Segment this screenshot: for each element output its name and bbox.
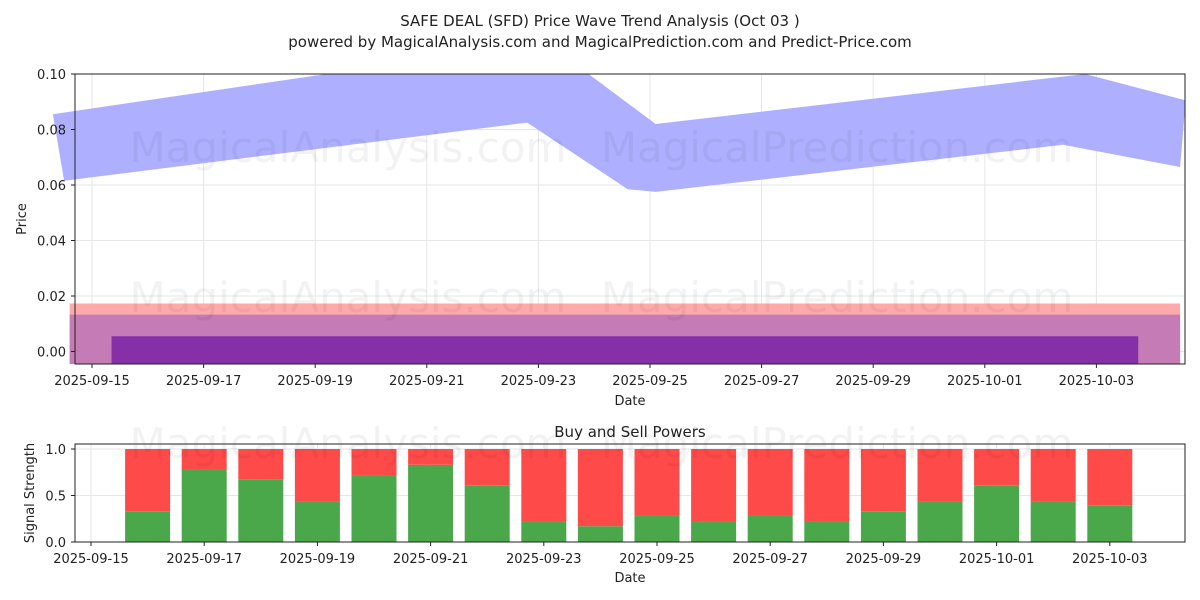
buy-bar xyxy=(521,521,567,542)
sell-bar xyxy=(125,449,171,512)
top-x-tick-label: 2025-09-19 xyxy=(277,374,353,389)
sell-bar xyxy=(181,449,227,470)
buy-bar xyxy=(917,501,963,542)
top-y-tick-label: 0.00 xyxy=(37,346,66,361)
bottom-plot-frame xyxy=(74,443,1186,543)
buy-bar xyxy=(294,501,340,542)
top-x-tick-label: 2025-09-29 xyxy=(835,374,911,389)
band-purple xyxy=(111,336,1139,364)
top-x-tick-label: 2025-09-15 xyxy=(54,374,130,389)
top-y-tick-label: 0.06 xyxy=(37,179,66,194)
top-x-tick-label: 2025-09-21 xyxy=(389,374,465,389)
buy-bar xyxy=(464,485,510,542)
bottom-x-axis-label: Date xyxy=(614,571,645,586)
bottom-x-tick-label: 2025-09-15 xyxy=(53,552,129,567)
sell-bar xyxy=(464,449,510,486)
chart-title: SAFE DEAL (SFD) Price Wave Trend Analysi… xyxy=(400,12,799,30)
buy-bar xyxy=(634,515,680,542)
sell-bar xyxy=(351,449,397,476)
watermark-text: MagicalPrediction.com xyxy=(601,273,1074,322)
top-x-axis-label: Date xyxy=(614,394,645,409)
top-y-tick-label: 0.02 xyxy=(37,290,66,305)
bottom-x-tick-label: 2025-09-25 xyxy=(619,552,695,567)
top-x-tick-label: 2025-09-25 xyxy=(612,374,688,389)
watermark-text: MagicalPrediction.com xyxy=(601,123,1074,172)
bottom-y-axis-label: Signal Strength xyxy=(23,443,38,543)
bottom-x-tick-label: 2025-09-17 xyxy=(166,552,242,567)
bottom-x-tick-label: 2025-09-29 xyxy=(846,552,922,567)
bottom-chart-title: Buy and Sell Powers xyxy=(554,423,706,441)
bottom-x-tick-label: 2025-09-27 xyxy=(732,552,808,567)
watermark-text: MagicalAnalysis.com xyxy=(130,123,567,172)
bottom-marks xyxy=(125,449,1133,542)
watermark-text: MagicalAnalysis.com xyxy=(130,273,567,322)
sell-bar xyxy=(1030,449,1076,502)
buy-bar xyxy=(691,521,737,542)
top-x-tick-label: 2025-09-27 xyxy=(724,374,800,389)
buy-bar xyxy=(238,479,284,542)
buy-bar xyxy=(125,511,171,542)
sell-bar xyxy=(408,449,454,465)
top-y-tick-label: 0.10 xyxy=(37,68,66,83)
sell-bar xyxy=(974,449,1020,486)
sell-bar xyxy=(917,449,963,502)
top-y-tick-label: 0.04 xyxy=(37,235,66,250)
sell-bar xyxy=(634,449,680,516)
buy-bar xyxy=(181,469,227,542)
sell-bar xyxy=(747,449,793,516)
top-y-tick-label: 0.08 xyxy=(37,124,66,139)
wave-band-area xyxy=(52,74,1186,192)
bottom-x-tick-label: 2025-10-01 xyxy=(959,552,1035,567)
bottom-y-tick-label: 1.0 xyxy=(45,443,66,458)
buy-bar xyxy=(860,511,906,542)
top-x-tick-label: 2025-10-03 xyxy=(1059,374,1135,389)
bottom-x-tick-label: 2025-09-23 xyxy=(506,552,582,567)
sell-bar xyxy=(521,449,567,522)
buy-bar xyxy=(1030,501,1076,542)
sell-bar xyxy=(294,449,340,502)
bottom-x-tick-label: 2025-09-19 xyxy=(280,552,356,567)
sell-bar xyxy=(860,449,906,512)
buy-bar xyxy=(974,485,1020,542)
buy-bar xyxy=(351,475,397,542)
sell-bar xyxy=(691,449,737,522)
bottom-axes: 2025-09-15 2025-09-17 2025-09-19 2025-09-21… xyxy=(45,443,1147,567)
top-y-axis-label: Price xyxy=(15,203,30,235)
top-x-tick-label: 2025-10-01 xyxy=(947,374,1023,389)
top-x-tick-label: 2025-09-23 xyxy=(501,374,577,389)
bottom-y-tick-label: 0.5 xyxy=(45,490,66,505)
bottom-x-tick-label: 2025-09-21 xyxy=(393,552,469,567)
buy-bar xyxy=(804,521,850,542)
top-axes: 2025-09-15 2025-09-17 2025-09-19 2025-09-21… xyxy=(37,68,1134,389)
buy-bar xyxy=(577,526,623,542)
sell-bar xyxy=(1087,449,1133,506)
sell-bar xyxy=(238,449,284,480)
buy-bar xyxy=(1087,505,1133,542)
chart-subtitle: powered by MagicalAnalysis.com and Magic… xyxy=(288,33,912,51)
bottom-y-tick-label: 0.0 xyxy=(45,536,66,551)
top-plot-frame xyxy=(74,73,1186,365)
buy-bar xyxy=(408,464,454,542)
top-x-tick-label: 2025-09-17 xyxy=(166,374,242,389)
bottom-x-tick-label: 2025-10-03 xyxy=(1072,552,1148,567)
top-watermarks: MagicalAnalysis.com MagicalPrediction.com… xyxy=(130,123,1074,322)
buy-bar xyxy=(747,515,793,542)
sell-bar xyxy=(577,449,623,527)
top-marks xyxy=(52,74,1186,364)
sell-bar xyxy=(804,449,850,522)
